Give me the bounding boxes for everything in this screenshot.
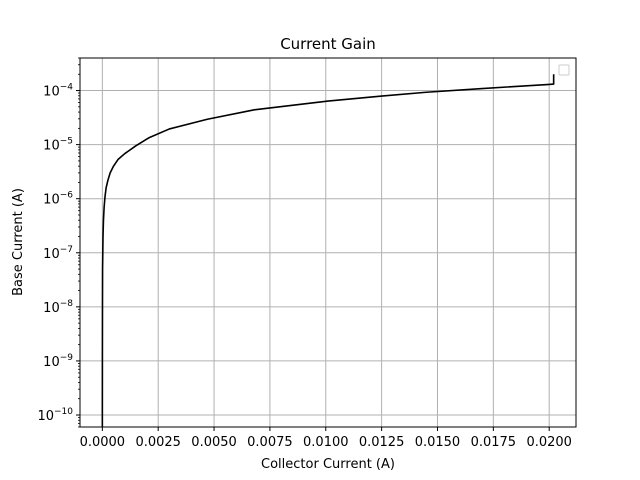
x-axis-ticks: 0.0000 0.0025 0.0050 0.0075 0.0100 0.0125 0.01…	[80, 427, 572, 450]
y-tick-base: 10	[43, 139, 60, 154]
y-tick-exponent: −9	[60, 353, 74, 363]
y-tick-label: 10−5	[43, 137, 73, 154]
y-tick-label: 10−4	[43, 83, 73, 100]
x-axis-label: Collector Current (A)	[261, 457, 395, 472]
y-axis-label: Base Current (A)	[11, 188, 26, 296]
plot-frame	[79, 57, 577, 428]
y-tick-label: 10−8	[43, 299, 73, 316]
y-tick-label: 10−10	[37, 407, 73, 424]
x-tick-label: 0.0000	[80, 435, 126, 450]
series-line	[101, 74, 555, 428]
chart-title: Current Gain	[280, 35, 376, 53]
series-layer	[101, 74, 555, 428]
x-tick-label: 0.0050	[191, 435, 237, 450]
y-tick-base: 10	[43, 301, 60, 316]
y-tick-exponent: −5	[60, 137, 73, 147]
x-tick-label: 0.0175	[471, 435, 517, 450]
y-tick-exponent: −6	[60, 191, 74, 201]
y-tick-label: 10−6	[43, 191, 73, 208]
grid-lines	[80, 58, 576, 427]
x-tick-label: 0.0075	[247, 435, 293, 450]
y-tick-exponent: −8	[60, 299, 74, 309]
y-tick-base: 10	[43, 85, 60, 100]
y-tick-exponent: −10	[54, 407, 73, 417]
y-tick-exponent: −7	[60, 245, 73, 255]
y-tick-base: 10	[43, 247, 60, 262]
y-tick-base: 10	[43, 355, 60, 370]
y-tick-label: 10−9	[43, 353, 73, 370]
legend	[558, 64, 570, 76]
y-tick-exponent: −4	[60, 83, 74, 93]
x-tick-label: 0.0150	[415, 435, 461, 450]
x-tick-label: 0.0200	[526, 435, 572, 450]
x-tick-label: 0.0125	[359, 435, 405, 450]
y-tick-label: 10−7	[43, 245, 73, 262]
legend-box	[558, 64, 570, 76]
y-tick-base: 10	[37, 409, 54, 424]
x-tick-label: 0.0025	[135, 435, 181, 450]
y-tick-base: 10	[43, 193, 60, 208]
x-tick-label: 0.0100	[303, 435, 349, 450]
